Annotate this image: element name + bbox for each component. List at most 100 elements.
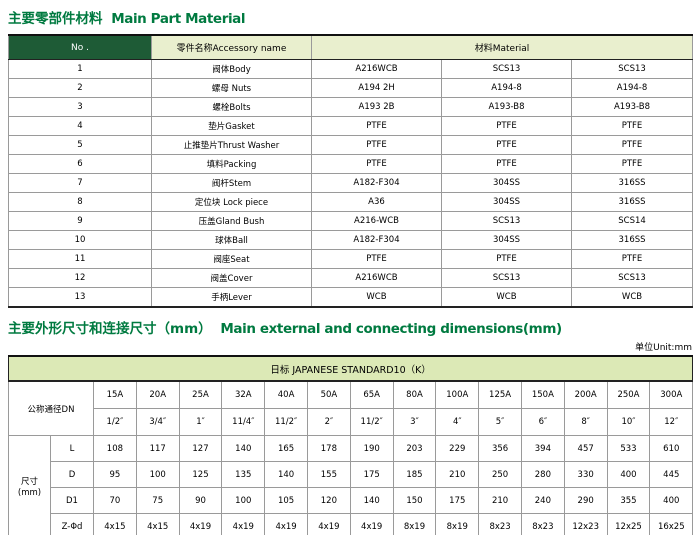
part-name-cell: 阀体Body xyxy=(151,59,312,79)
header-accessory-name: 零件名称Accessory name xyxy=(151,34,312,60)
part-name-cell: 球体Ball xyxy=(151,230,312,250)
material-cell-3: 316SS xyxy=(570,192,694,212)
material-cell-2: SCS13 xyxy=(441,268,572,288)
dimension-value-cell: 70 xyxy=(93,487,137,514)
dimensions-table-body: 尺寸 (mm) L 108 117 127 140 165 178 190 203 229 356 39… xyxy=(8,435,694,535)
dimension-value-cell: 229 xyxy=(435,435,480,462)
dimension-value-cell: 210 xyxy=(435,461,480,488)
material-cell-2: SCS13 xyxy=(441,59,572,79)
part-row: 9 压盖Gland Bush A216-WCB SCS13 SCS14 xyxy=(8,211,694,231)
dn-inch-cell: 6″ xyxy=(520,408,565,436)
part-name-cell: 阀座Seat xyxy=(151,249,312,269)
part-row: 7 阀杆Stem A182-F304 304SS 316SS xyxy=(8,173,694,193)
dimension-value-cell: 125 xyxy=(178,461,223,488)
dimension-value-cell: 4x19 xyxy=(221,513,266,535)
material-cell-1: A194 2H xyxy=(311,78,442,98)
dimension-value-cell: 610 xyxy=(649,435,694,462)
dimension-value-cell: 178 xyxy=(306,435,351,462)
dimension-value-cell: 120 xyxy=(306,487,351,514)
material-cell-3: PTFE xyxy=(570,116,694,136)
material-cell-3: 316SS xyxy=(570,173,694,193)
part-row: 11 阀座Seat PTFE PTFE PTFE xyxy=(8,249,694,269)
dn-inch-cell: 1/2″ xyxy=(93,408,137,436)
part-no-cell: 10 xyxy=(8,230,152,250)
dimension-value-cell: 8x23 xyxy=(478,513,522,535)
material-cell-2: PTFE xyxy=(441,154,572,174)
part-name-cell: 阀盖Cover xyxy=(151,268,312,288)
dimension-value-cell: 240 xyxy=(520,487,565,514)
section2-title-en: Main external and connecting dimensions(… xyxy=(220,321,562,337)
dn-a-cell: 32A xyxy=(221,380,266,409)
material-cell-1: WCB xyxy=(311,287,442,308)
material-cell-2: 304SS xyxy=(441,230,572,250)
header-material: 材料Material xyxy=(310,34,694,60)
material-cell-3: SCS13 xyxy=(570,59,694,79)
dimension-value-cell: 280 xyxy=(520,461,565,488)
part-no-cell: 1 xyxy=(8,59,152,79)
part-row: 10 球体Ball A182-F304 304SS 316SS xyxy=(8,230,694,250)
dimension-value-cell: 250 xyxy=(478,461,522,488)
material-cell-2: PTFE xyxy=(441,249,572,269)
dimension-row: D1 70 75 90 100 105 120 140 150 175 210 240 290 355 40… xyxy=(9,487,694,514)
dimension-value-cell: 117 xyxy=(135,435,180,462)
part-name-cell: 压盖Gland Bush xyxy=(151,211,312,231)
part-name-cell: 阀杆Stem xyxy=(151,173,312,193)
header-no: No . xyxy=(8,34,152,60)
part-row: 12 阀盖Cover A216WCB SCS13 SCS13 xyxy=(8,268,694,288)
material-cell-1: A182-F304 xyxy=(311,173,442,193)
part-no-cell: 3 xyxy=(8,97,152,117)
material-cell-1: PTFE xyxy=(311,116,442,136)
part-name-cell: 垫片Gasket xyxy=(151,116,312,136)
part-row: 13 手柄Lever WCB WCB WCB xyxy=(8,287,694,308)
dimension-label: Z-Φd xyxy=(50,513,94,535)
part-name-cell: 定位块 Lock piece xyxy=(151,192,312,212)
dimension-value-cell: 330 xyxy=(563,461,608,488)
dn-a-cell: 80A xyxy=(392,380,437,409)
dn-inch-row: 1/2″ 3/4″ 1″ 11/4″ 11/2″ 2″ 11/2″ 3″ 4″ 5″ 6″ 8″ 10″… xyxy=(9,408,694,436)
material-cell-1: PTFE xyxy=(311,154,442,174)
part-name-cell: 螺栓Bolts xyxy=(151,97,312,117)
dimension-value-cell: 533 xyxy=(606,435,651,462)
dn-inch-cell: 5″ xyxy=(478,408,522,436)
dn-inch-cell: 12″ xyxy=(649,408,694,436)
material-cell-3: 316SS xyxy=(570,230,694,250)
dn-inch-cell: 11/4″ xyxy=(221,408,266,436)
dimension-row: D 95 100 125 135 140 155 175 185 210 250 280 330 400 4… xyxy=(9,461,694,488)
dimension-value-cell: 135 xyxy=(221,461,266,488)
material-cell-3: PTFE xyxy=(570,135,694,155)
dn-inch-cell: 3″ xyxy=(392,408,437,436)
material-cell-1: A36 xyxy=(311,192,442,212)
material-cell-2: 304SS xyxy=(441,173,572,193)
material-cell-2: A194-8 xyxy=(441,78,572,98)
part-no-cell: 12 xyxy=(8,268,152,288)
dimensions-table: 日标 JAPANESE STANDARD10（K） 公称通径DN 15A 20A 2… xyxy=(7,355,694,535)
dimension-value-cell: 457 xyxy=(563,435,608,462)
part-row: 8 定位块 Lock piece A36 304SS 316SS xyxy=(8,192,694,212)
dimension-value-cell: 4x15 xyxy=(93,513,137,535)
dn-inch-cell: 11/2″ xyxy=(264,408,308,436)
part-no-cell: 7 xyxy=(8,173,152,193)
part-row: 1 阀体Body A216WCB SCS13 SCS13 xyxy=(8,59,694,79)
material-cell-2: 304SS xyxy=(441,192,572,212)
dimension-value-cell: 4x19 xyxy=(264,513,308,535)
dn-a-cell: 100A xyxy=(435,380,480,409)
dimension-value-cell: 95 xyxy=(93,461,137,488)
material-cell-3: A194-8 xyxy=(570,78,694,98)
dimension-label: D1 xyxy=(50,487,94,514)
part-name-cell: 螺母 Nuts xyxy=(151,78,312,98)
part-no-cell: 11 xyxy=(8,249,152,269)
dimension-value-cell: 203 xyxy=(392,435,437,462)
dn-inch-cell: 1″ xyxy=(178,408,223,436)
material-cell-2: PTFE xyxy=(441,135,572,155)
dn-inch-cell: 4″ xyxy=(435,408,480,436)
standard-header: 日标 JAPANESE STANDARD10（K） xyxy=(7,355,694,382)
dimension-value-cell: 12x25 xyxy=(606,513,651,535)
dimension-value-cell: 445 xyxy=(649,461,694,488)
part-no-cell: 2 xyxy=(8,78,152,98)
material-cell-2: WCB xyxy=(441,287,572,308)
part-name-cell: 手柄Lever xyxy=(151,287,312,308)
dimension-value-cell: 105 xyxy=(264,487,308,514)
dimension-value-cell: 394 xyxy=(520,435,565,462)
part-no-cell: 8 xyxy=(8,192,152,212)
material-cell-3: WCB xyxy=(570,287,694,308)
